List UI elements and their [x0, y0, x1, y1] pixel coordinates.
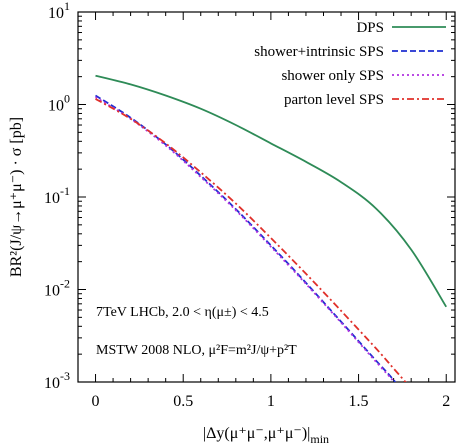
legend-label-parton-level-sps: parton level SPS: [284, 92, 384, 108]
x-tick-label-2: 1: [267, 393, 275, 410]
annotation-pdf-scale: MSTW 2008 NLO, μ²F=m²J/ψ+p²T: [96, 343, 297, 358]
plot-frame: [77, 11, 456, 383]
x-tick-label-1: 0.5: [173, 393, 193, 410]
y-tick-label-2: 10-1: [44, 184, 70, 207]
legend: DPS shower+intrinsic SPS shower only SPS…: [254, 20, 446, 108]
annotation-lhcb-cuts: 7TeV LHCb, 2.0 < η(μ±) < 4.5: [96, 305, 269, 320]
series-lines: [95, 74, 447, 382]
x-tick-label-3: 1.5: [349, 393, 369, 410]
y-axis-label: BR²(J/ψ→μ⁺μ⁻) · σ [pb]: [8, 117, 25, 277]
series-line-shower-only-sps: [95, 96, 396, 382]
legend-label-shower-only-sps: shower only SPS: [281, 68, 384, 84]
y-axis-ticks: 10-3 10-2 10-1 100 101: [44, 0, 455, 392]
legend-label-shower-intrinsic-sps: shower+intrinsic SPS: [254, 44, 384, 60]
y-tick-label-0: 10-3: [44, 369, 70, 392]
x-axis-ticks: 0 0.5 1 1.5 2: [77, 12, 450, 410]
legend-label-dps: DPS: [356, 20, 384, 36]
y-tick-label-1: 10-2: [44, 277, 70, 300]
x-axis-label: |Δy(μ⁺μ⁻,μ⁺μ⁻)|min: [203, 425, 329, 446]
series-line-parton-level-sps: [95, 98, 407, 382]
x-tick-label-4: 2: [442, 393, 450, 410]
y-tick-label-3: 100: [48, 92, 70, 115]
series-line-dps: [95, 74, 447, 308]
y-tick-label-4: 101: [48, 0, 70, 22]
x-tick-label-0: 0: [92, 393, 100, 410]
